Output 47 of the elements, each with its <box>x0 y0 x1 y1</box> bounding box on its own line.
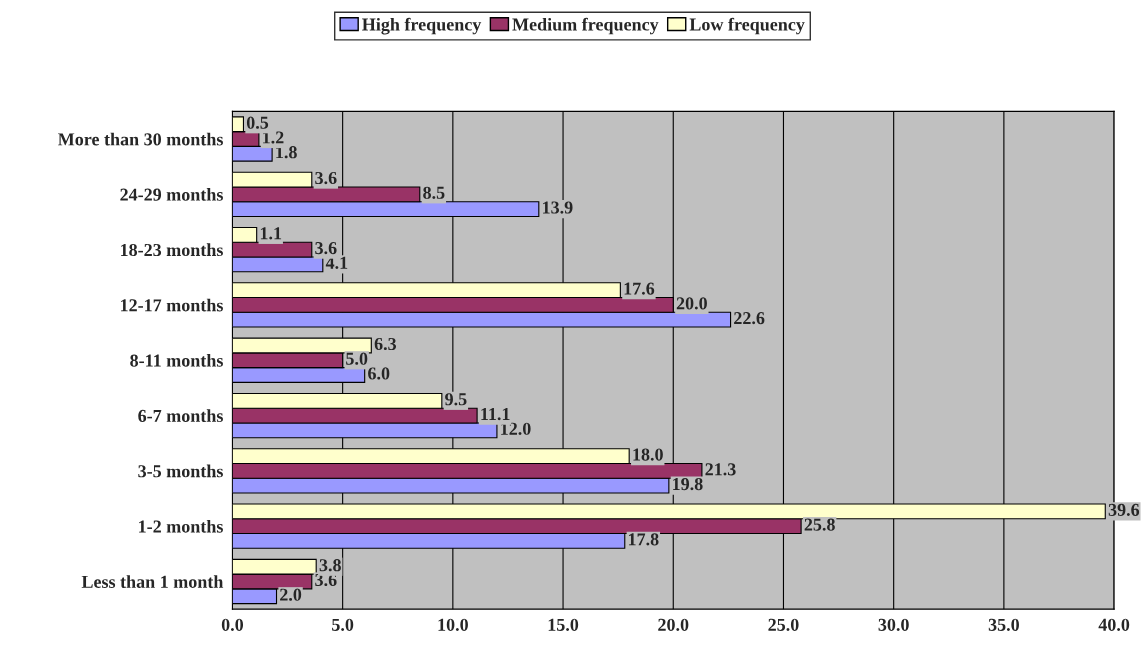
data-label: 0.5 <box>246 116 269 129</box>
data-label: 4.1 <box>325 256 348 269</box>
legend-label: Low frequency <box>689 17 805 35</box>
data-label: 17.8 <box>628 533 659 546</box>
data-label: 11.1 <box>481 407 510 421</box>
y-tick-label: 18-23 months <box>121 243 223 257</box>
data-label: 9.5 <box>445 393 467 406</box>
x-tick-label: 5.0 <box>332 618 354 631</box>
data-label: 22.6 <box>734 312 765 325</box>
data-label: 1.1 <box>260 227 282 240</box>
data-label: 12.0 <box>501 422 531 435</box>
data-label: 18.0 <box>633 448 663 461</box>
data-label: 8.5 <box>423 186 445 199</box>
data-label: 2.0 <box>280 588 302 601</box>
y-tick-label: 3-5 months <box>138 464 223 478</box>
data-label: 1.8 <box>276 146 297 159</box>
y-tick-label: 1-2 months <box>139 519 223 533</box>
legend-label: Medium frequency <box>512 17 659 35</box>
data-label: 6.3 <box>374 337 397 351</box>
y-tick-label: More than 30 months <box>58 132 223 146</box>
data-label: 25.8 <box>804 518 835 531</box>
y-tick-label: Less than 1 month <box>81 575 224 588</box>
x-tick-label: 10.0 <box>438 618 468 631</box>
data-label: 20.0 <box>676 297 707 310</box>
legend-label: High frequency <box>362 17 482 35</box>
data-label: 3.8 <box>319 559 341 572</box>
y-tick-label: 12-17 months <box>121 298 223 312</box>
x-tick-label: 20.0 <box>658 618 689 631</box>
data-label: 1.2 <box>263 131 284 144</box>
x-tick-label: 0.0 <box>221 618 244 631</box>
y-tick-label: 24-29 months <box>120 188 223 201</box>
data-label: 6.0 <box>368 367 390 380</box>
data-label: 13.9 <box>543 201 573 214</box>
y-tick-label: 6-7 months <box>138 409 223 422</box>
x-tick-label: 30.0 <box>878 618 909 631</box>
x-tick-label: 25.0 <box>768 618 799 631</box>
data-label: 5.0 <box>346 352 368 365</box>
data-label: 17.6 <box>624 282 655 295</box>
data-label: 19.8 <box>673 477 703 491</box>
data-label: 3.6 <box>315 242 337 255</box>
x-tick-label: 35.0 <box>988 618 1019 631</box>
data-label: 21.3 <box>705 463 736 476</box>
data-label: 39.6 <box>1108 503 1140 517</box>
x-tick-label: 15.0 <box>548 618 579 631</box>
data-label: 3.6 <box>315 171 337 185</box>
x-tick-label: 40.0 <box>1098 618 1130 631</box>
y-tick-label: 8-11 months <box>130 353 223 367</box>
